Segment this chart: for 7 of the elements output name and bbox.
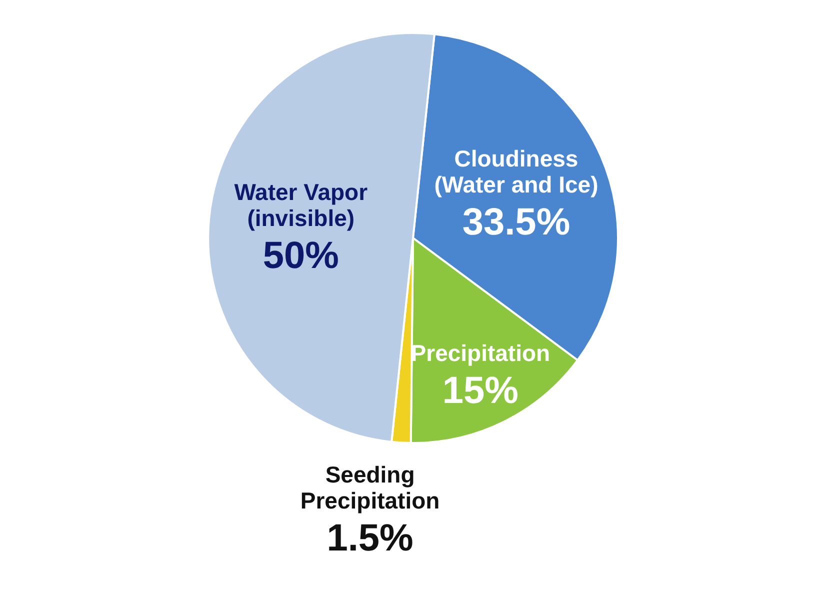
data-label: 50% bbox=[262, 235, 339, 278]
slice-label: Water Vapor (invisible) bbox=[234, 179, 368, 232]
data-label: 15% bbox=[442, 370, 518, 412]
data-label: 33.5% bbox=[462, 202, 570, 244]
data-label: 1.5% bbox=[326, 518, 414, 560]
slice-label: Cloudiness (Water and Ice) bbox=[434, 146, 598, 198]
slice-label: Seeding Precipitation bbox=[300, 462, 440, 514]
